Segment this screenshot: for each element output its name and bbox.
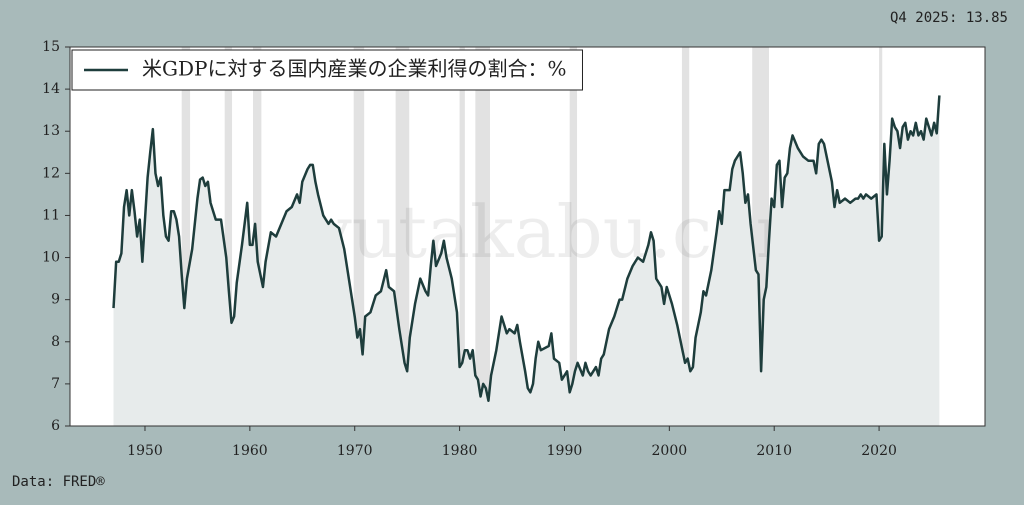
y-tick-label: 6 — [51, 418, 60, 434]
y-tick-label: 8 — [51, 334, 60, 350]
x-tick-label: 1950 — [127, 443, 163, 459]
legend: 米GDPに対する国内産業の企業利得の割合：% — [71, 49, 583, 91]
x-tick-label: 2020 — [861, 443, 897, 459]
y-tick-label: 10 — [42, 250, 60, 266]
y-tick-label: 7 — [51, 376, 60, 392]
recession-band — [681, 47, 690, 426]
y-tick-label: 14 — [42, 81, 60, 97]
x-tick-label: 1980 — [442, 443, 478, 459]
x-tick-label: 2010 — [756, 443, 792, 459]
y-tick-label: 12 — [42, 165, 60, 181]
source: Data: FRED® — [12, 474, 105, 490]
legend-box — [71, 49, 583, 91]
x-tick-label: 1970 — [337, 443, 373, 459]
x-tick-label: 1960 — [232, 443, 268, 459]
y-tick-label: 13 — [42, 123, 60, 139]
recession-band — [181, 47, 191, 426]
plot-frame — [69, 46, 986, 427]
recession-band — [353, 47, 365, 426]
y-tick-label: 9 — [51, 292, 60, 308]
annotation: Q4 2025: 13.85 — [890, 10, 1008, 26]
line — [112, 95, 941, 402]
y-tick-label: 11 — [42, 207, 60, 223]
y-tick-label: 15 — [42, 39, 60, 55]
recession-band — [569, 47, 578, 426]
recession-band — [224, 47, 233, 426]
legend-label: 米GDPに対する国内産業の企業利得の割合：% — [142, 57, 566, 81]
recession-band — [475, 47, 491, 426]
x-tick-label: 1990 — [547, 443, 583, 459]
recession-band — [459, 47, 465, 426]
area — [113, 95, 940, 427]
x-tick-label: 2000 — [652, 443, 688, 459]
